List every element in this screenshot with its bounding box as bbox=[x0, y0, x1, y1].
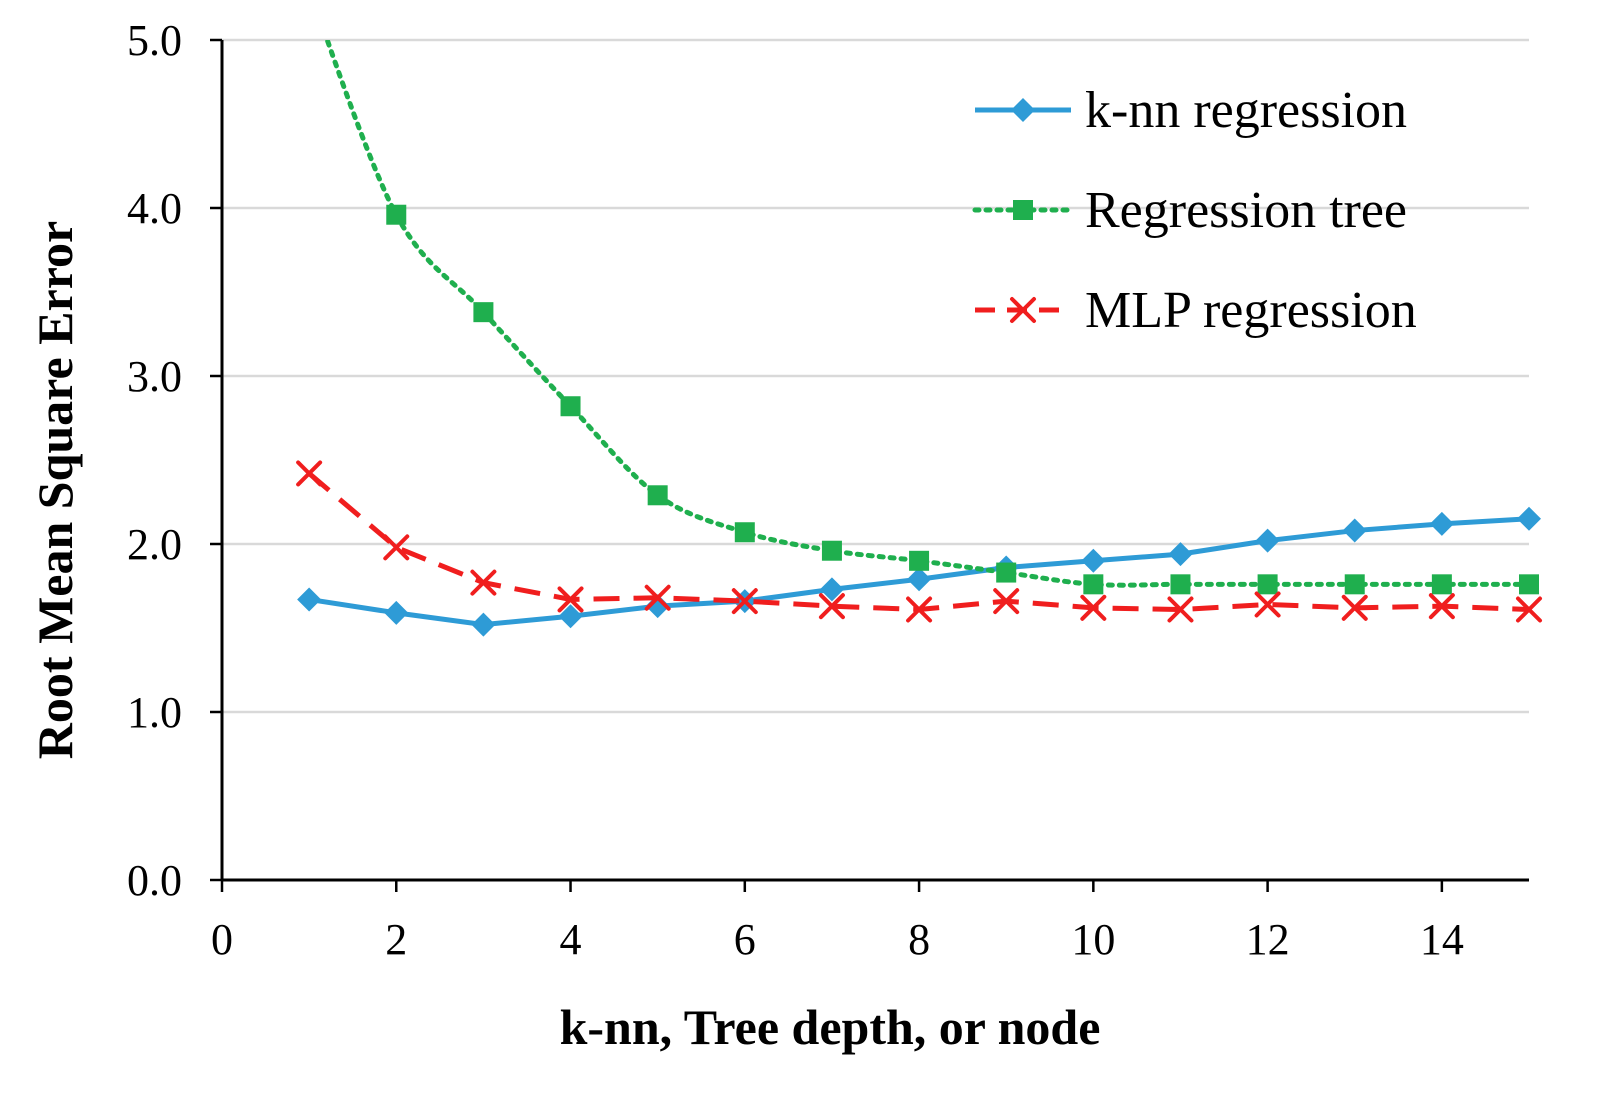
data-point bbox=[1342, 518, 1367, 543]
data-point bbox=[819, 577, 844, 602]
y-tick-label: 2.0 bbox=[127, 520, 182, 569]
x-tick-label: 6 bbox=[734, 915, 756, 964]
data-point bbox=[996, 562, 1017, 583]
data-point bbox=[818, 593, 845, 620]
data-point bbox=[1081, 548, 1106, 573]
data-point bbox=[731, 588, 758, 615]
legend-label: Regression tree bbox=[1085, 182, 1407, 239]
data-point bbox=[906, 596, 933, 623]
x-tick-label: 14 bbox=[1420, 915, 1464, 964]
data-point bbox=[386, 204, 407, 225]
data-point bbox=[470, 569, 497, 596]
data-point bbox=[1431, 574, 1452, 595]
axes: 0.0 1.0 2.0 3.0 4.0 5.0 0 2 4 6 8 10 12 14 bbox=[127, 16, 1529, 964]
x-tick-label: 0 bbox=[211, 915, 233, 964]
y-axis-title: Root Mean Square Error bbox=[27, 221, 83, 759]
data-point bbox=[296, 460, 323, 487]
legend-marker bbox=[1011, 98, 1035, 122]
legend-label: MLP regression bbox=[1085, 282, 1417, 339]
y-tick-label: 1.0 bbox=[127, 688, 182, 737]
data-point bbox=[1168, 542, 1193, 567]
series-markers-2 bbox=[296, 460, 1542, 623]
y-tick-label: 0.0 bbox=[127, 856, 182, 905]
data-point bbox=[1167, 596, 1194, 623]
gridlines bbox=[222, 38, 1529, 714]
data-point bbox=[297, 587, 322, 612]
data-point bbox=[383, 534, 410, 561]
data-point bbox=[1517, 506, 1541, 531]
series-markers-0 bbox=[297, 506, 1541, 637]
data-point bbox=[907, 567, 932, 592]
data-point bbox=[644, 584, 671, 611]
data-point bbox=[1428, 593, 1455, 620]
data-point bbox=[557, 586, 584, 613]
legend-marker bbox=[1013, 200, 1033, 220]
data-point bbox=[473, 302, 494, 323]
y-tick-label: 4.0 bbox=[127, 184, 182, 233]
x-axis-title: k-nn, Tree depth, or node bbox=[560, 999, 1101, 1055]
data-point bbox=[558, 604, 583, 629]
data-point bbox=[471, 612, 496, 637]
data-point bbox=[1254, 591, 1281, 618]
legend: k-nn regression Regression tree MLP regres… bbox=[972, 82, 1417, 339]
data-point bbox=[1429, 511, 1454, 536]
legend-item: Regression tree bbox=[972, 182, 1407, 239]
data-point bbox=[909, 550, 930, 571]
data-point bbox=[1341, 594, 1368, 621]
data-point bbox=[1344, 574, 1365, 595]
legend-label: k-nn regression bbox=[1085, 82, 1407, 139]
data-point bbox=[1083, 574, 1104, 595]
data-point bbox=[1170, 574, 1191, 595]
data-point bbox=[560, 396, 581, 417]
series-lines bbox=[296, 40, 1542, 637]
legend-item: MLP regression bbox=[975, 282, 1417, 339]
x-tick-label: 2 bbox=[385, 915, 407, 964]
data-point bbox=[821, 540, 842, 561]
data-point bbox=[384, 600, 409, 625]
data-point bbox=[734, 522, 755, 543]
data-point bbox=[1255, 528, 1280, 553]
y-tick-label: 5.0 bbox=[127, 16, 182, 65]
x-tick-label: 4 bbox=[560, 915, 582, 964]
legend-item: k-nn regression bbox=[975, 82, 1407, 139]
data-point bbox=[1516, 596, 1542, 623]
data-point bbox=[1257, 574, 1278, 595]
x-tick-label: 12 bbox=[1246, 915, 1290, 964]
data-point bbox=[1519, 574, 1539, 595]
data-point bbox=[993, 588, 1020, 615]
data-point bbox=[647, 485, 668, 506]
y-tick-label: 3.0 bbox=[127, 352, 182, 401]
x-tick-label: 10 bbox=[1071, 915, 1115, 964]
legend-marker bbox=[1010, 297, 1036, 323]
x-tick-label: 8 bbox=[908, 915, 930, 964]
series-markers-1 bbox=[386, 204, 1539, 595]
data-point bbox=[1080, 594, 1107, 621]
